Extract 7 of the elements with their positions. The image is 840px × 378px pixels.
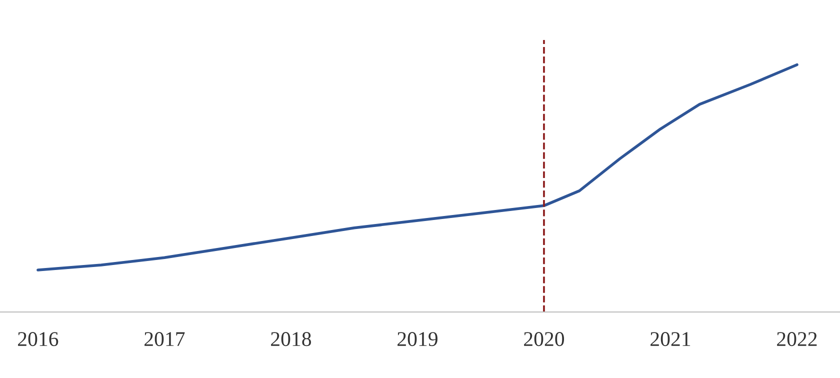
x-tick-label: 2020 [524, 332, 564, 346]
x-tick-label: 2018 [271, 332, 312, 346]
x-tick-label: 2021 [650, 332, 690, 346]
x-tick-label: 2022 [777, 332, 817, 346]
x-tick-label: 2017 [144, 332, 185, 346]
x-tick-label: 2016 [18, 332, 58, 346]
x-tick-label: 2019 [398, 332, 438, 346]
